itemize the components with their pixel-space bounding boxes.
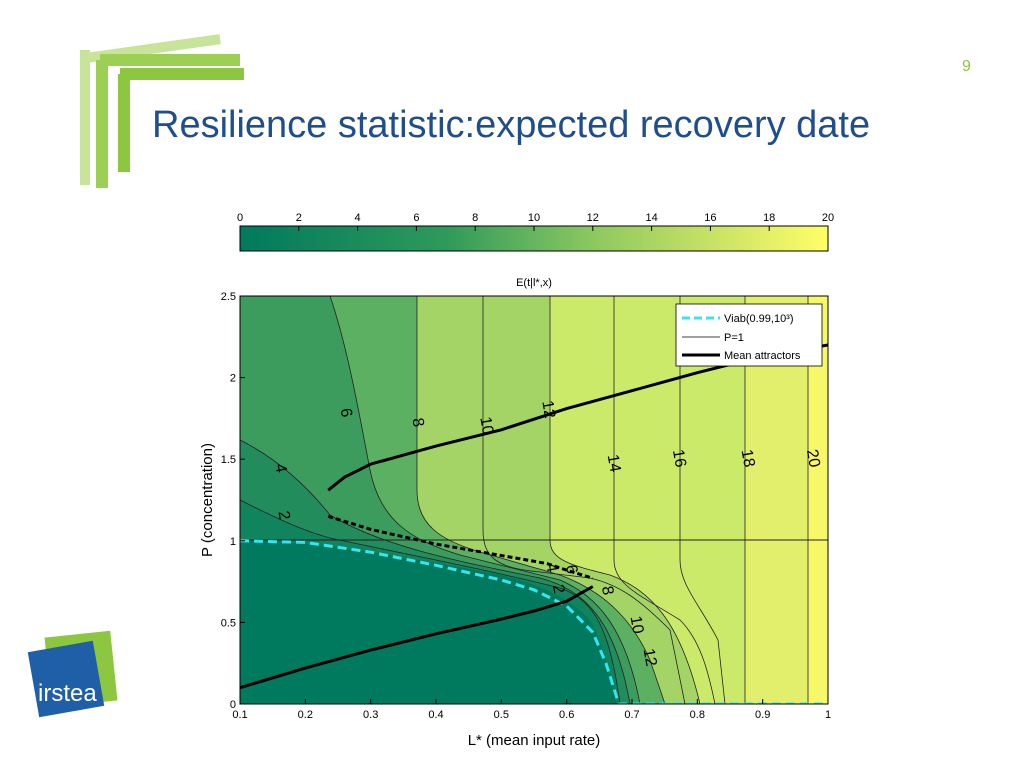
deco-bar-horizontal-3 <box>120 68 244 80</box>
x-tick-label: 0.4 <box>428 709 443 721</box>
contour-10-12 <box>482 296 686 704</box>
logo-blue-square <box>27 640 105 718</box>
slide-number: 9 <box>962 58 971 75</box>
x-tick-label: 0.7 <box>624 709 639 721</box>
contour-label: 6 <box>337 407 355 419</box>
legend-entry-viab: Viab(0.99,10³) <box>724 313 794 325</box>
plot-frame <box>239 295 829 705</box>
series-mean-attractor-lower <box>240 585 594 690</box>
colorbar-tick-label: 4 <box>355 212 361 224</box>
contour-label: 8 <box>408 417 426 429</box>
contour-label: 20 <box>803 448 823 469</box>
colorbar-label: E(t|l*,x) <box>516 277 552 289</box>
deco-bar-horizontal-2 <box>100 54 240 66</box>
band-0 <box>240 540 617 704</box>
colorbar-tick-label: 0 <box>237 212 243 224</box>
contour-12-14 <box>549 296 701 704</box>
legend-entry-p1: P=1 <box>724 332 744 344</box>
y-axis-label: P (concentration) <box>199 443 216 557</box>
y-tick-label: 0.5 <box>221 617 236 629</box>
series-mean-attractor-dashed <box>327 514 594 580</box>
colorbar-tick-label: 6 <box>413 212 419 224</box>
deco-bar-vertical-3 <box>118 74 130 172</box>
colorbar: 0 2 4 6 8 10 12 14 16 18 20 E(t|l*,x) <box>237 212 834 289</box>
contour-label: 8 <box>598 585 616 597</box>
legend-entry-attractors: Mean attractors <box>724 350 801 362</box>
colorbar-tick-label: 8 <box>472 212 478 224</box>
contour-4 <box>240 439 631 704</box>
deco-bar-vertical-2 <box>96 60 108 188</box>
contour-label: 10 <box>476 416 496 437</box>
y-tick-label: 1.5 <box>221 454 236 466</box>
colorbar-tick-label: 20 <box>822 212 834 224</box>
x-tick-label: 0.9 <box>755 709 770 721</box>
x-tick-label: 1 <box>825 709 831 721</box>
y-tick-label: 2.5 <box>221 291 236 303</box>
slide-title: Resilience statistic:expected recovery d… <box>152 104 871 146</box>
contour-label: 4 <box>542 562 560 574</box>
x-tick-label: 0.1 <box>232 709 247 721</box>
legend-box <box>675 303 823 367</box>
colorbar-tick-label: 14 <box>645 212 657 224</box>
contour-14-16 <box>613 296 716 704</box>
colorbar-tick-label: 12 <box>587 212 599 224</box>
contour-label: 10 <box>627 615 647 636</box>
contour-label: 12 <box>538 399 558 420</box>
contour-label: 18 <box>738 448 758 469</box>
x-tick-label: 0.8 <box>690 709 705 721</box>
x-tick-label: 0.3 <box>363 709 378 721</box>
colorbar-ticks: 0 2 4 6 8 10 12 14 16 18 20 <box>237 212 834 231</box>
x-axis-label: L* (mean input rate) <box>468 732 601 749</box>
colorbar-tick-label: 16 <box>704 212 716 224</box>
colorbar-tick-label: 18 <box>763 212 775 224</box>
x-tick-label: 0.6 <box>559 709 574 721</box>
x-tick-label: 0.2 <box>298 709 313 721</box>
contour-16-18 <box>679 296 726 704</box>
y-tick-label: 1 <box>230 536 236 548</box>
series-viab-boundary <box>240 539 828 704</box>
contour-8-10 <box>416 296 666 704</box>
colorbar-tick-label: 10 <box>528 212 540 224</box>
logo-text: irstea <box>38 680 97 707</box>
x-tick-label: 0.5 <box>494 709 509 721</box>
x-axis-ticks: 0.1 0.2 0.3 0.4 0.5 0.6 0.7 0.8 0.9 1 <box>232 699 831 721</box>
y-tick-label: 0 <box>230 699 236 711</box>
y-axis-ticks: 0 0.5 1 1.5 2 2.5 <box>221 291 245 711</box>
band-20 <box>808 296 828 704</box>
colorbar-tick-label: 2 <box>296 212 302 224</box>
contour-label: 2 <box>549 583 567 595</box>
contour-6-8 <box>329 296 641 704</box>
contour-label: 16 <box>669 448 689 469</box>
contour-label: 4 <box>271 462 289 474</box>
contour-label: 2 <box>274 510 292 522</box>
contour-label: 6 <box>562 564 580 576</box>
irstea-logo: irstea <box>27 630 118 718</box>
y-tick-label: 2 <box>230 373 236 385</box>
deco-bar-vertical <box>80 50 90 185</box>
legend: Viab(0.99,10³) P=1 Mean attractors <box>675 303 823 367</box>
contour-label: 14 <box>604 453 624 474</box>
contour-label: 12 <box>640 647 660 668</box>
contour-2 <box>240 499 621 704</box>
